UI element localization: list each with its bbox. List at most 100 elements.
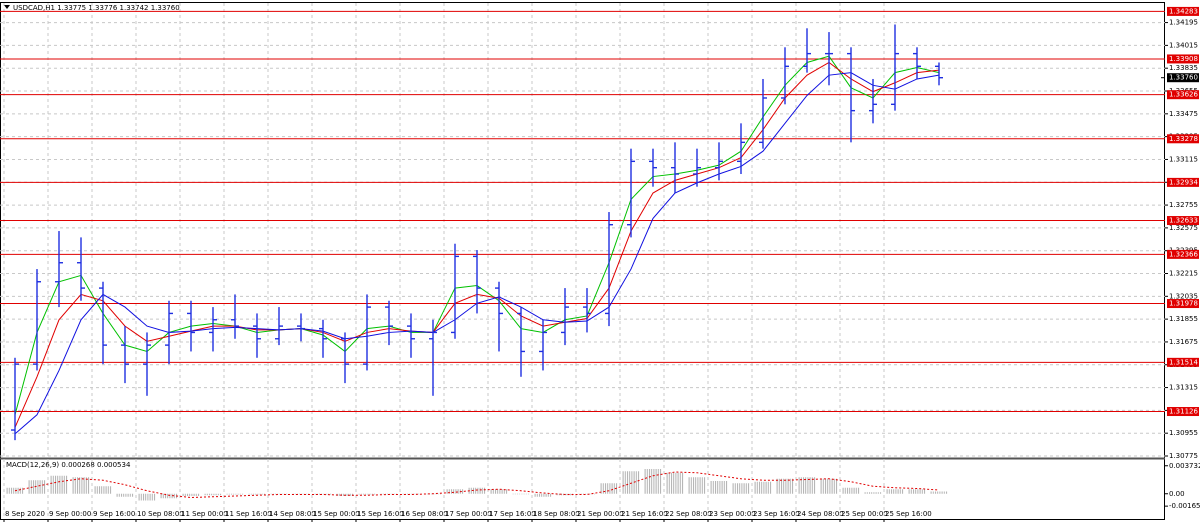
x-tick-label: 8 Sep 2020 xyxy=(5,510,45,518)
y-tick-label: 1.32575 xyxy=(1169,224,1198,232)
macd-histogram-bar xyxy=(248,493,266,495)
macd-histogram-bar xyxy=(820,478,838,494)
macd-histogram-bar xyxy=(578,493,596,495)
y-tick-label: 1.30955 xyxy=(1169,429,1198,437)
macd-histogram-bar xyxy=(358,493,376,495)
level-label: 1.32633 xyxy=(1169,217,1198,225)
x-tick-label: 17 Sep 00:00 xyxy=(445,510,492,518)
macd-histogram-bar xyxy=(50,475,68,494)
macd-histogram-bar xyxy=(490,489,508,494)
macd-y-tick-label: -0.001652 xyxy=(1169,502,1200,510)
y-tick-label: 1.30775 xyxy=(1169,452,1198,460)
level-label-box xyxy=(1167,90,1199,100)
macd-histogram-bar xyxy=(622,471,640,494)
x-tick-label: 15 Sep 00:00 xyxy=(313,510,360,518)
macd-histogram-bar xyxy=(226,493,244,495)
macd-histogram-bar xyxy=(28,480,46,494)
y-tick-label: 1.31855 xyxy=(1169,315,1198,323)
macd-histogram-bar xyxy=(886,489,904,494)
macd-histogram-bar xyxy=(402,493,420,495)
macd-histogram-bar xyxy=(732,483,750,494)
macd-histogram-bar xyxy=(534,493,552,497)
y-tick-label: 1.32755 xyxy=(1169,201,1198,209)
macd-histogram-bar xyxy=(270,493,288,495)
macd-histogram-bar xyxy=(204,493,222,496)
x-tick-label: 21 Sep 00:00 xyxy=(577,510,624,518)
level-label: 1.31514 xyxy=(1169,358,1198,366)
macd-histogram-bar xyxy=(864,492,882,494)
level-label: 1.31126 xyxy=(1169,408,1198,416)
macd-histogram-bar xyxy=(512,493,530,495)
y-tick-label: 1.34195 xyxy=(1169,19,1198,27)
x-tick-label: 11 Sep 00:00 xyxy=(181,510,228,518)
x-tick-label: 17 Sep 16:00 xyxy=(489,510,536,518)
x-tick-label: 15 Sep 16:00 xyxy=(357,510,404,518)
x-tick-label: 16 Sep 08:00 xyxy=(401,510,448,518)
level-label-box xyxy=(1167,299,1199,309)
y-tick-label: 1.32035 xyxy=(1169,292,1198,300)
x-tick-label: 18 Sep 08:00 xyxy=(533,510,580,518)
y-tick-label: 1.34015 xyxy=(1169,41,1198,49)
macd-histogram-bar xyxy=(798,477,816,494)
level-label-box xyxy=(1167,216,1199,226)
x-tick-label: 11 Sep 16:00 xyxy=(225,510,272,518)
macd-histogram-bar xyxy=(930,491,948,494)
macd-histogram-bar xyxy=(710,481,728,494)
y-tick-label: 1.33115 xyxy=(1169,155,1198,163)
chart-title: USDCAD,H1 1.33775 1.33776 1.33742 1.3376… xyxy=(13,4,180,12)
macd-histogram-bar xyxy=(908,489,926,494)
macd-histogram-bar xyxy=(160,493,178,499)
x-tick-label: 10 Sep 08:00 xyxy=(137,510,184,518)
level-label-box xyxy=(1167,6,1199,16)
level-label-box xyxy=(1167,357,1199,367)
macd-histogram-bar xyxy=(688,477,706,494)
level-label-box xyxy=(1167,249,1199,259)
x-tick-label: 23 Sep 00:00 xyxy=(709,510,756,518)
macd-histogram-bar xyxy=(72,477,90,494)
macd-histogram-bar xyxy=(754,481,772,494)
level-label: 1.31978 xyxy=(1169,300,1198,308)
x-tick-label: 25 Sep 00:00 xyxy=(841,510,888,518)
macd-histogram-bar xyxy=(94,486,112,494)
level-label-box xyxy=(1167,54,1199,64)
x-tick-label: 25 Sep 16:00 xyxy=(885,510,932,518)
current-price-label: 1.33760 xyxy=(1169,74,1198,82)
macd-histogram-bar xyxy=(776,478,794,494)
x-tick-label: 22 Sep 08:00 xyxy=(665,510,712,518)
macd-histogram-bar xyxy=(644,469,662,494)
macd-histogram-bar xyxy=(314,493,332,495)
level-label-box xyxy=(1167,407,1199,417)
macd-histogram-bar xyxy=(182,493,200,496)
level-label: 1.32366 xyxy=(1169,250,1198,258)
level-label: 1.33908 xyxy=(1169,55,1198,63)
level-label: 1.32934 xyxy=(1169,178,1198,186)
macd-histogram-bar xyxy=(842,487,860,494)
macd-histogram-bar xyxy=(116,493,134,497)
y-tick-label: 1.33475 xyxy=(1169,110,1198,118)
macd-y-tick-label: 0.003732 xyxy=(1169,462,1200,470)
x-tick-label: 21 Sep 16:00 xyxy=(621,510,668,518)
level-label: 1.33626 xyxy=(1169,91,1198,99)
x-tick-label: 9 Sep 16:00 xyxy=(93,510,135,518)
plot-frame xyxy=(0,2,1165,520)
level-label: 1.33278 xyxy=(1169,135,1198,143)
x-tick-label: 24 Sep 08:00 xyxy=(797,510,844,518)
menu-arrow xyxy=(4,5,10,9)
y-tick-label: 1.31675 xyxy=(1169,338,1198,346)
macd-label: MACD(12,26,9) 0.000268 0.000534 xyxy=(6,461,131,469)
level-label-box xyxy=(1167,134,1199,144)
x-tick-label: 23 Sep 16:00 xyxy=(753,510,800,518)
macd-histogram-bar xyxy=(138,493,156,501)
macd-histogram-bar xyxy=(468,487,486,494)
macd-histogram-bar xyxy=(600,483,618,494)
y-tick-label: 1.31315 xyxy=(1169,384,1198,392)
y-tick-label: 1.33835 xyxy=(1169,64,1198,72)
current-price-box xyxy=(1167,73,1199,83)
macd-signal xyxy=(14,471,940,499)
x-tick-label: 14 Sep 08:00 xyxy=(269,510,316,518)
macd-y-tick-label: 0.00 xyxy=(1169,490,1185,498)
macd-histogram-bar xyxy=(446,489,464,494)
level-label-box xyxy=(1167,177,1199,187)
